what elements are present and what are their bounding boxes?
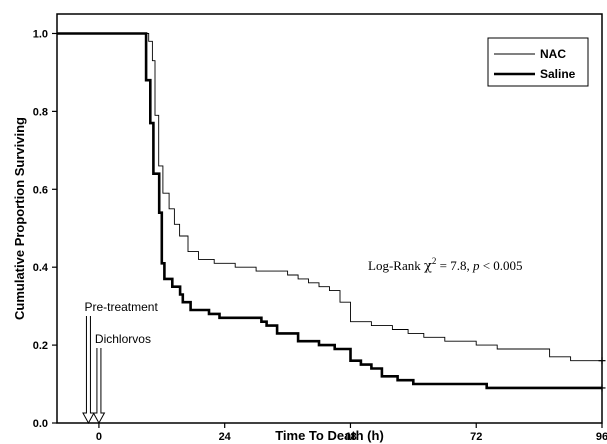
annotation-p: p xyxy=(472,258,480,273)
marker-arrow-dichlorvos xyxy=(92,348,106,425)
marker-arrow-pretreatment xyxy=(82,316,95,425)
x-tick-label: 48 xyxy=(344,431,356,443)
series-line-saline xyxy=(57,32,602,390)
annotations: Log-Rank χ2 = 7.8, p < 0.005 Pre-treatmen… xyxy=(82,256,523,425)
x-axis-title: Time To Death (h) xyxy=(275,428,384,443)
x-tick-label: 24 xyxy=(219,431,232,443)
x-tick-label: 96 xyxy=(596,431,607,443)
plot-frame xyxy=(56,13,603,424)
legend: NAC Saline xyxy=(487,37,589,87)
legend-box xyxy=(487,37,589,87)
axes: 0.0 0.2 0.4 0.6 0.8 1.0 0 24 48 72 96 Time To Death… xyxy=(12,13,607,443)
y-tick-label: 0.0 xyxy=(33,418,48,430)
annotation-mid: = 7.8, xyxy=(436,258,473,273)
y-tick-label: 0.6 xyxy=(33,184,48,196)
y-tick-label: 0.8 xyxy=(33,106,48,118)
annotation-prefix: Log-Rank xyxy=(368,258,424,273)
y-axis-title: Cumulative Proportion Surviving xyxy=(12,117,27,320)
marker-label-dichlorvos: Dichlorvos xyxy=(95,332,151,346)
y-tick-label: 0.4 xyxy=(33,262,49,274)
y-tick-label: 0.2 xyxy=(33,340,48,352)
series-layer xyxy=(57,32,606,392)
y-tick-label: 1.0 xyxy=(33,28,48,40)
log-rank-annotation: Log-Rank χ2 = 7.8, p < 0.005 xyxy=(368,256,523,274)
legend-label-saline: Saline xyxy=(540,67,576,81)
annotation-suffix: < 0.005 xyxy=(479,258,522,273)
series-line-nac xyxy=(57,33,602,362)
annotation-chi: χ xyxy=(424,259,432,274)
annotation-sup: 2 xyxy=(432,256,437,266)
legend-label-nac: NAC xyxy=(540,47,566,61)
x-tick-label: 72 xyxy=(470,431,482,443)
marker-label-pretreatment: Pre-treatment xyxy=(84,300,158,314)
x-tick-label: 0 xyxy=(96,431,102,443)
